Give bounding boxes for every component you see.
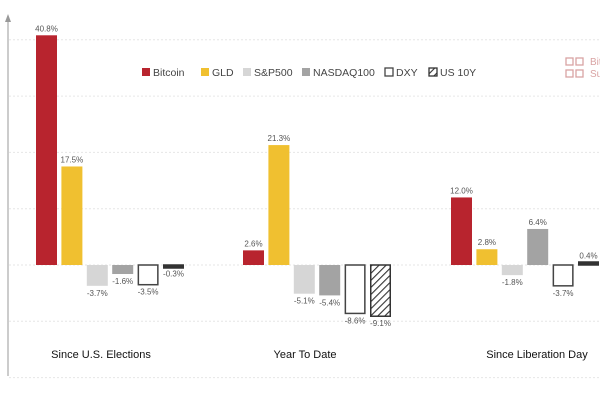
legend-swatch (428, 67, 438, 77)
bar-us-10y-year-to-date (370, 264, 391, 317)
category-labels: Since U.S. Elections Year To Date Since Li… (51, 349, 588, 361)
data-label: -3.7% (87, 289, 108, 298)
data-label: 2.8% (478, 238, 496, 247)
bar-nasdaq100-since-liberation-day (527, 228, 549, 265)
bar-bitcoin-since-u-s-elections (36, 35, 57, 265)
legend-item-s-p500: S&P500 (243, 67, 293, 79)
data-label: -1.6% (112, 277, 133, 286)
data-label: 6.4% (529, 218, 547, 227)
data-label: 0.4% (579, 252, 597, 261)
logo-icon (565, 57, 584, 78)
brand-logo: Bit Su (565, 57, 600, 80)
legend-swatch (201, 68, 209, 76)
legend-swatch (142, 68, 150, 76)
data-label: -0.3% (163, 270, 184, 279)
category-label-year-to-date: Year To Date (274, 349, 337, 361)
data-label: -1.8% (502, 278, 523, 287)
bar-nasdaq100-year-to-date (319, 265, 341, 296)
legend-swatch (384, 67, 394, 77)
legend-label: GLD (212, 67, 234, 79)
bar-dxy-since-u-s-elections (137, 264, 159, 286)
data-label: -3.7% (553, 289, 574, 298)
bar-nasdaq100-since-u-s-elections (112, 265, 134, 275)
data-label: -3.5% (138, 288, 159, 297)
category-label-since-liberation-day: Since Liberation Day (486, 349, 588, 361)
y-axis-arrow (5, 14, 11, 22)
legend-item-us-10y: US 10Y (428, 67, 476, 79)
bars (36, 35, 599, 317)
data-label: 40.8% (35, 24, 58, 33)
bar-bitcoin-since-liberation-day (451, 197, 472, 265)
gridlines (9, 39, 600, 379)
data-label: -5.4% (319, 298, 340, 307)
legend-label: US 10Y (440, 67, 476, 79)
bar-s-p500-since-liberation-day (501, 265, 523, 276)
data-label: 2.6% (244, 239, 262, 248)
legend-swatch (302, 68, 310, 76)
logo-text-line1: Bit (590, 57, 600, 68)
bar-us-10y-since-liberation-day (578, 261, 599, 266)
data-label: -9.1% (370, 319, 391, 328)
data-label: -8.6% (345, 316, 366, 325)
data-label: -5.1% (294, 297, 315, 306)
legend-label: NASDAQ100 (313, 67, 375, 79)
data-label: 12.0% (450, 186, 473, 195)
bar-bitcoin-year-to-date (243, 250, 264, 265)
bar-dxy-year-to-date (344, 264, 366, 315)
legend-label: Bitcoin (153, 67, 185, 79)
data-label: 17.5% (61, 155, 84, 164)
bar-s-p500-since-u-s-elections (86, 265, 108, 286)
bar-gld-since-u-s-elections (61, 166, 83, 265)
bar-dxy-since-liberation-day (552, 264, 574, 287)
logo-text-line2: Su (590, 69, 600, 80)
legend: Bitcoin GLD S&P500 NASDAQ100 DXY US 10Y (142, 67, 476, 79)
legend-label: S&P500 (254, 67, 293, 79)
category-label-since-u-s-elections: Since U.S. Elections (51, 349, 151, 361)
legend-item-nasdaq100: NASDAQ100 (302, 67, 375, 79)
bar-gld-since-liberation-day (476, 249, 498, 265)
legend-item-dxy: DXY (384, 67, 418, 79)
data-label: 21.3% (268, 134, 291, 143)
legend-item-gld: GLD (201, 67, 234, 79)
bar-gld-year-to-date (268, 145, 290, 265)
bar-us-10y-since-u-s-elections (163, 264, 184, 269)
bar-s-p500-year-to-date (293, 265, 315, 294)
legend-swatch (243, 68, 251, 76)
data-labels: 40.8% 2.6% 12.0% 17.5% 21.3% 2.8% -3.7% -5.1% -1… (35, 24, 597, 328)
legend-label: DXY (396, 67, 418, 79)
legend-item-bitcoin: Bitcoin (142, 67, 185, 79)
